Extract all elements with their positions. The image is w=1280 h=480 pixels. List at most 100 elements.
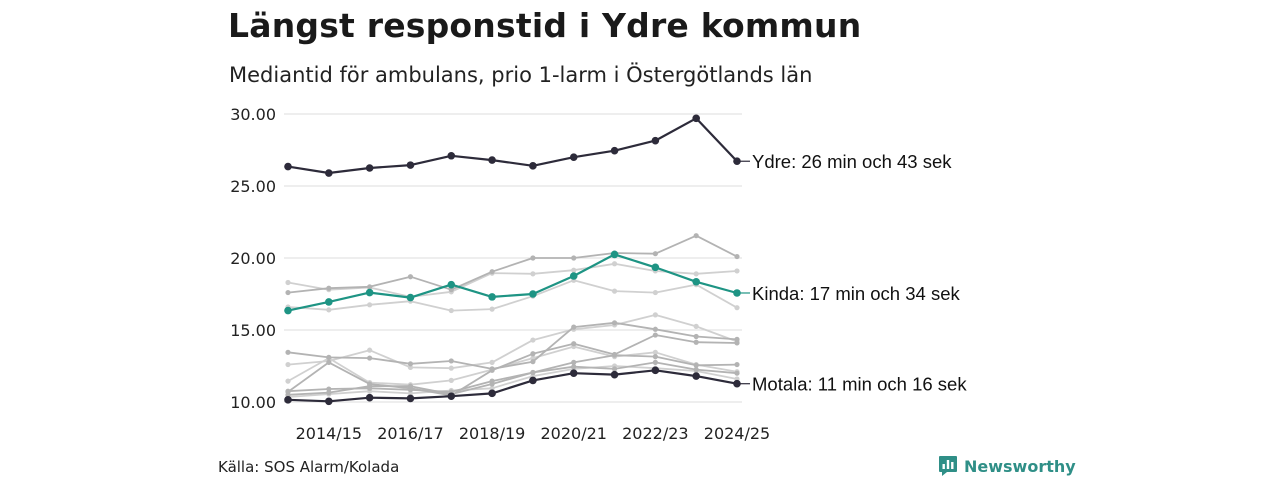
- data-point: [693, 362, 699, 368]
- series-kommun-i: [285, 359, 740, 398]
- series-kinda: [284, 250, 741, 315]
- data-point: [571, 364, 577, 370]
- data-point: [367, 383, 373, 389]
- series-end-label: Kinda: 17 min och 34 sek: [752, 283, 960, 304]
- series-line: [287, 354, 738, 393]
- series-line: [287, 262, 738, 298]
- data-point: [529, 162, 537, 170]
- data-point: [326, 285, 332, 291]
- data-point: [367, 284, 373, 290]
- series-line: [287, 365, 738, 398]
- data-point: [571, 324, 577, 330]
- data-point: [285, 289, 291, 296]
- data-point: [365, 164, 374, 172]
- chart-title: Längst responstid i Ydre kommun: [228, 6, 862, 45]
- data-point: [652, 251, 658, 257]
- data-point: [447, 151, 456, 160]
- brand-name: Newsworthy: [964, 456, 1076, 476]
- data-point: [447, 392, 456, 401]
- y-tick-label: 30.00: [230, 105, 276, 124]
- data-point: [734, 268, 740, 274]
- data-point: [406, 293, 415, 302]
- data-point: [326, 390, 332, 396]
- data-point: [611, 320, 618, 326]
- data-point: [285, 361, 291, 368]
- data-point: [693, 333, 699, 340]
- data-point: [448, 307, 454, 314]
- data-point: [734, 336, 740, 342]
- data-point: [652, 332, 658, 338]
- series-line: [287, 334, 738, 397]
- data-point: [734, 253, 740, 260]
- data-point: [489, 385, 495, 391]
- data-point: [693, 367, 699, 373]
- data-point: [734, 340, 740, 346]
- data-point: [651, 366, 660, 375]
- data-point: [489, 306, 495, 312]
- data-point: [326, 359, 332, 365]
- data-point: [489, 269, 495, 275]
- data-point: [571, 255, 577, 261]
- series-end-label: Ydre: 26 min och 43 sek: [752, 151, 952, 172]
- data-point: [611, 261, 618, 267]
- series-line: [287, 369, 738, 403]
- data-point: [285, 388, 291, 394]
- data-point: [365, 393, 374, 402]
- data-point: [692, 372, 700, 380]
- data-point: [325, 169, 333, 177]
- data-point: [365, 288, 374, 297]
- data-point: [652, 349, 658, 355]
- data-point: [448, 287, 454, 293]
- series-end-label: Motala: 11 min och 16 sek: [752, 374, 967, 395]
- data-point: [407, 387, 414, 393]
- data-point: [367, 347, 373, 353]
- series-motala: [284, 366, 741, 406]
- x-axis-ticks: 2014/15 2016/17 2018/19 2020/21 2022/23 2024/…: [296, 424, 771, 443]
- x-tick-label: 2014/15: [296, 424, 362, 443]
- data-point: [489, 367, 495, 373]
- data-point: [367, 355, 373, 361]
- data-point: [610, 250, 619, 259]
- data-point: [530, 369, 536, 376]
- data-point: [610, 146, 619, 155]
- data-point: [407, 390, 414, 396]
- data-point: [488, 389, 496, 398]
- y-tick-label: 15.00: [230, 321, 276, 340]
- x-tick-label: 2024/25: [704, 424, 770, 443]
- data-point: [488, 293, 496, 301]
- data-point: [530, 359, 536, 365]
- brand-logo: Newsworthy: [938, 455, 1076, 477]
- series-line: [287, 313, 738, 370]
- chart-subtitle: Mediantid för ambulans, prio 1-larm i Ös…: [229, 63, 813, 87]
- data-point: [447, 280, 456, 289]
- data-point: [693, 233, 699, 239]
- data-point: [571, 359, 577, 365]
- data-point: [326, 386, 332, 392]
- data-point: [367, 302, 373, 308]
- data-point: [652, 354, 658, 360]
- data-point: [693, 339, 699, 345]
- data-point: [734, 305, 740, 311]
- data-point: [529, 290, 537, 298]
- series-line: [287, 253, 738, 312]
- series-kommun-a: [285, 233, 740, 296]
- data-point: [488, 156, 496, 164]
- data-point: [406, 394, 415, 403]
- data-point: [569, 369, 578, 378]
- series-kommun-j: [285, 363, 740, 400]
- data-point: [611, 352, 618, 358]
- series-line: [287, 345, 738, 386]
- data-point: [692, 277, 700, 286]
- grid-layer: [284, 113, 742, 403]
- y-tick-label: 20.00: [230, 249, 276, 268]
- data-point: [571, 267, 577, 273]
- series-line: [287, 117, 738, 175]
- y-tick-label: 25.00: [230, 177, 276, 196]
- data-point: [285, 378, 291, 384]
- data-point: [448, 365, 454, 371]
- x-tick-label: 2020/21: [540, 424, 606, 443]
- data-point: [611, 288, 618, 294]
- data-point: [529, 376, 537, 385]
- data-point: [284, 306, 292, 315]
- data-point: [325, 298, 333, 306]
